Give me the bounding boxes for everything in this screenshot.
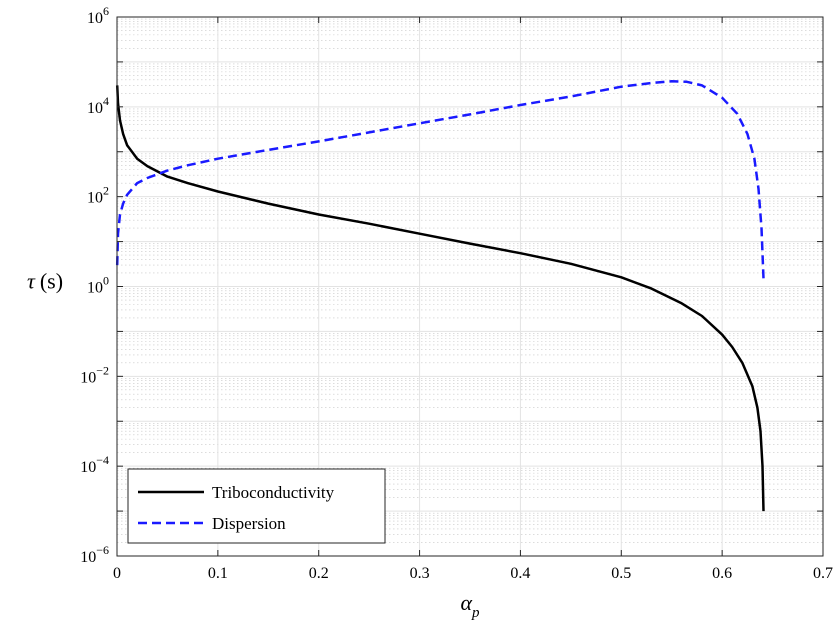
y-tick-label-base: 10 (87, 280, 103, 297)
y-tick-label-exponent: −4 (96, 453, 109, 467)
y-axis-label: τ (s) (27, 269, 63, 294)
y-tick-label-base: 10 (80, 369, 96, 386)
y-tick-label-exponent: −6 (96, 543, 109, 557)
y-tick-label: 10−2 (80, 363, 109, 386)
y-tick-label-base: 10 (87, 10, 103, 27)
legend-label-triboconductivity: Triboconductivity (212, 483, 335, 502)
x-tick-label: 0.4 (510, 565, 530, 582)
x-axis-label: αp (460, 590, 480, 621)
x-tick-label: 0.6 (712, 565, 732, 582)
y-tick-label: 102 (87, 184, 109, 207)
y-tick-label-exponent: 0 (103, 274, 109, 288)
y-tick-label: 100 (87, 274, 109, 297)
y-tick-label-base: 10 (87, 100, 103, 117)
minor-grid (117, 18, 823, 543)
tick-marks (116, 16, 824, 557)
y-tick-label-exponent: −2 (96, 363, 109, 377)
legend-box (127, 468, 386, 544)
y-axis-label-main: τ (27, 269, 36, 294)
x-tick-label: 0.2 (309, 565, 329, 582)
y-tick-label: 104 (87, 94, 109, 117)
y-tick-label-base: 10 (87, 190, 103, 207)
x-tick-label: 0.1 (208, 565, 228, 582)
y-tick-label: 10−6 (80, 543, 109, 566)
x-axis-label-subscript: p (471, 605, 480, 621)
y-axis-label-unit: (s) (40, 269, 63, 294)
y-tick-label-exponent: 6 (103, 4, 109, 18)
series-line-triboconductivity (115, 85, 765, 512)
x-axis-label-main: α (460, 590, 472, 615)
x-tick-label: 0 (113, 565, 121, 582)
x-tick-label: 0.7 (813, 565, 833, 582)
y-tick-label: 106 (87, 4, 109, 27)
x-tick-label: 0.3 (410, 565, 430, 582)
series-line-dispersion (115, 80, 765, 279)
legend: Triboconductivity Dispersion (127, 468, 386, 544)
x-tick-label: 0.5 (611, 565, 631, 582)
y-tick-label: 10−4 (80, 453, 109, 476)
y-tick-label-exponent: 4 (103, 94, 109, 108)
legend-label-dispersion: Dispersion (212, 514, 286, 533)
y-tick-label-base: 10 (80, 549, 96, 566)
x-tick-labels: 0 0.1 0.2 0.3 0.4 0.5 0.6 0.7 (113, 565, 833, 582)
series-layer (115, 80, 765, 512)
y-tick-label-base: 10 (80, 459, 96, 476)
y-tick-label-exponent: 2 (103, 184, 109, 198)
